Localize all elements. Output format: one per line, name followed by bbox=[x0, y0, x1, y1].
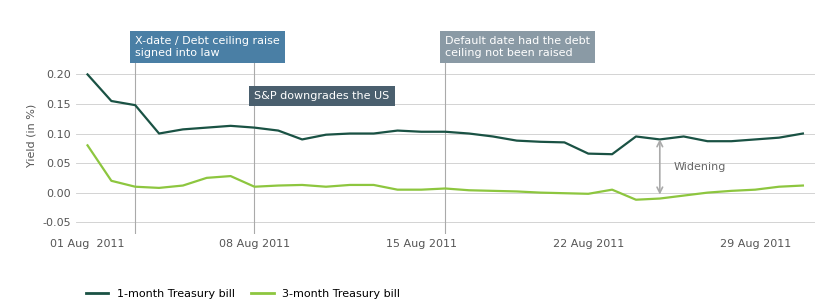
Text: X-date / Debt ceiling raise
signed into law: X-date / Debt ceiling raise signed into … bbox=[135, 36, 280, 58]
Text: S&P downgrades the US: S&P downgrades the US bbox=[255, 92, 390, 101]
Text: Default date had the debt
ceiling not been raised: Default date had the debt ceiling not be… bbox=[445, 36, 591, 58]
Legend: 1-month Treasury bill, 3-month Treasury bill: 1-month Treasury bill, 3-month Treasury … bbox=[81, 285, 405, 300]
Text: Widening: Widening bbox=[675, 162, 727, 172]
Y-axis label: Yield (in %): Yield (in %) bbox=[27, 103, 37, 166]
